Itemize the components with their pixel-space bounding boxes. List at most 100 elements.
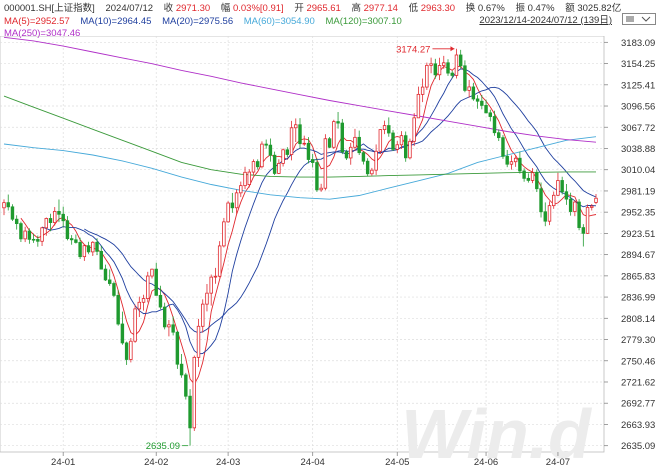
min-label: 2635.09 bbox=[146, 441, 180, 452]
candle bbox=[412, 113, 416, 147]
candle-body bbox=[103, 268, 108, 281]
x-tick-label: 24-04 bbox=[301, 457, 325, 468]
y-tick-label: 2663.93 bbox=[621, 420, 655, 431]
date-range-selector[interactable]: 2023/12/14-2024/07/12 (139日) bbox=[479, 15, 612, 26]
candle-body bbox=[61, 213, 65, 222]
candle-body bbox=[361, 152, 366, 162]
candle-body bbox=[573, 201, 577, 212]
candle bbox=[69, 235, 74, 245]
candle-body bbox=[357, 136, 361, 154]
candle bbox=[158, 285, 163, 310]
candle-body bbox=[23, 230, 27, 240]
candle-body bbox=[577, 201, 581, 228]
candle-body bbox=[154, 268, 158, 296]
close-label: 收 bbox=[163, 3, 174, 14]
candlestick-chart[interactable]: Win.d 3174.27 2635.09 3183.09 3154.25 3125.… bbox=[0, 36, 660, 471]
candle bbox=[513, 155, 518, 167]
candle-body bbox=[310, 159, 315, 163]
candle-body bbox=[230, 202, 235, 209]
y-tick-label: 2692.77 bbox=[621, 399, 655, 410]
y-tick-label: 2894.67 bbox=[621, 250, 655, 261]
candle bbox=[285, 147, 290, 158]
ma120-line bbox=[3, 95, 596, 178]
candle-body bbox=[497, 132, 501, 139]
candle bbox=[243, 166, 247, 190]
candle-body bbox=[213, 275, 218, 278]
ma60-legend: MA(60)=3054.90 bbox=[243, 16, 315, 27]
watermark: Win.d bbox=[401, 395, 592, 471]
candle-body bbox=[209, 276, 213, 294]
candle-body bbox=[539, 188, 543, 213]
candle-body bbox=[234, 192, 239, 209]
candle-body bbox=[547, 205, 552, 222]
candle bbox=[146, 271, 150, 303]
dropdown-icon[interactable] bbox=[622, 13, 656, 25]
candle bbox=[573, 200, 577, 217]
amplitude-value: 0.47% bbox=[527, 3, 555, 14]
candle-body bbox=[522, 170, 526, 179]
candle-body bbox=[141, 298, 146, 303]
candle-body bbox=[53, 210, 57, 223]
candle bbox=[205, 284, 209, 312]
candle-body bbox=[344, 151, 349, 159]
candle bbox=[488, 109, 492, 122]
candle bbox=[171, 316, 175, 336]
candle-body bbox=[251, 161, 256, 173]
candle bbox=[564, 184, 569, 205]
candle bbox=[471, 82, 476, 101]
candle bbox=[289, 120, 294, 161]
y-tick-label: 2981.19 bbox=[621, 186, 655, 197]
candle-body bbox=[552, 194, 556, 207]
candle-body bbox=[315, 162, 319, 191]
candle-body bbox=[463, 65, 467, 91]
candle bbox=[310, 153, 315, 168]
candle bbox=[505, 150, 509, 168]
candle-body bbox=[530, 172, 535, 181]
candle-body bbox=[513, 157, 518, 163]
candle bbox=[213, 267, 218, 284]
max-label: 3174.27 bbox=[396, 44, 430, 55]
candle bbox=[23, 226, 27, 243]
candle-body bbox=[99, 250, 103, 270]
candle-body bbox=[36, 239, 40, 242]
candle bbox=[82, 245, 87, 261]
candle bbox=[539, 182, 543, 218]
candle bbox=[416, 86, 421, 119]
chart-grid bbox=[0, 36, 605, 453]
candle bbox=[458, 49, 463, 69]
candle-body bbox=[217, 245, 222, 277]
candle bbox=[150, 268, 154, 279]
candle-body bbox=[404, 135, 408, 159]
candle bbox=[399, 131, 404, 149]
candle-body bbox=[480, 100, 484, 106]
candle-body bbox=[429, 63, 433, 66]
ma10-line bbox=[41, 68, 597, 355]
candle-body bbox=[184, 374, 188, 397]
candle bbox=[78, 237, 82, 260]
candle bbox=[124, 341, 129, 365]
candle bbox=[336, 112, 340, 129]
candle bbox=[137, 296, 142, 318]
candle bbox=[188, 389, 192, 446]
candle bbox=[239, 181, 243, 198]
candle bbox=[306, 137, 311, 164]
candle bbox=[95, 238, 99, 256]
candle-body bbox=[116, 294, 120, 325]
candle bbox=[184, 372, 188, 400]
candle bbox=[332, 119, 336, 149]
max-arrow-head bbox=[450, 46, 455, 52]
candle bbox=[420, 78, 425, 103]
open-value: 2965.61 bbox=[306, 3, 341, 14]
candle-body bbox=[14, 218, 19, 225]
candle-body bbox=[137, 301, 142, 310]
candle bbox=[53, 207, 57, 226]
candle-body bbox=[425, 64, 429, 88]
ma120-legend: MA(120)=3007.10 bbox=[325, 16, 402, 27]
candle bbox=[44, 217, 48, 236]
turnover-label: 换 bbox=[465, 3, 476, 14]
candle-body bbox=[382, 125, 387, 131]
candle bbox=[196, 318, 201, 367]
candle bbox=[560, 176, 564, 195]
candle-body bbox=[568, 198, 573, 212]
candle bbox=[222, 217, 226, 248]
